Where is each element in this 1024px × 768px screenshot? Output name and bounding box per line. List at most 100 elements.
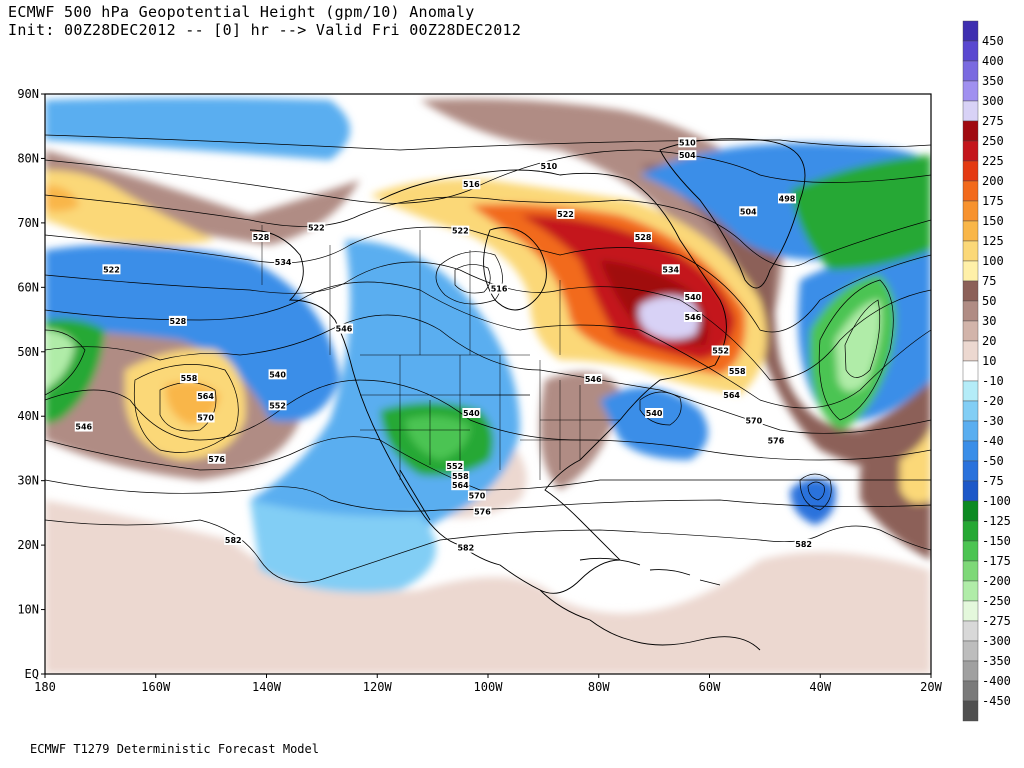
map-title: ECMWF 500 hPa Geopotential Height (gpm/1… (8, 3, 475, 21)
colorbar: 450 400 350 300 275 250 225 200 175 150 125 100 75 50… (962, 20, 1011, 722)
contour-label: 516 (462, 179, 481, 190)
contour-label: 576 (207, 453, 226, 464)
svg-text:582: 582 (225, 536, 242, 545)
colorbar-label: 275 (982, 114, 1004, 128)
svg-text:570: 570 (745, 417, 762, 426)
contour-label: 540 (645, 408, 664, 418)
shading-west-us-light-blue (250, 500, 436, 593)
colorbar-swatch (962, 200, 979, 222)
svg-text:522: 522 (308, 223, 325, 232)
colorbar-swatch (962, 560, 979, 582)
lon-label: 120W (363, 680, 393, 694)
svg-text:522: 522 (452, 227, 469, 236)
svg-text:540: 540 (463, 409, 480, 418)
contour-label: 558 (728, 366, 747, 377)
svg-text:528: 528 (170, 317, 187, 326)
svg-text:570: 570 (469, 491, 486, 500)
shading-north-pacific-blue (45, 244, 340, 422)
contour-label: 564 (722, 389, 741, 400)
colorbar-swatch (962, 680, 979, 702)
contour-label: 546 (683, 311, 702, 322)
contour-label: 552 (445, 460, 464, 471)
colorbar-label: 250 (982, 134, 1004, 148)
colorbar-label: -40 (982, 434, 1004, 448)
anomaly-shading (45, 94, 931, 674)
contour-pacific-high (134, 364, 239, 453)
contour-label: 510 (539, 161, 558, 172)
contour-label: 528 (634, 232, 653, 243)
contour-label: 522 (451, 225, 470, 236)
coast-west-north-america (349, 359, 541, 591)
coast-caribbean-islands (579, 557, 721, 586)
contour-label: 534 (661, 264, 680, 275)
shading-labrador-lavender (638, 296, 699, 340)
colorbar-swatch (962, 500, 979, 522)
colorbar-swatch (962, 540, 979, 562)
colorbar-label: 125 (982, 234, 1004, 248)
contour-label: 570 (196, 412, 215, 423)
lat-label: 90N (17, 87, 39, 101)
coast-gulf-east-us (539, 364, 716, 594)
svg-text:540: 540 (269, 370, 286, 379)
contour-label: 564 (451, 480, 470, 491)
lon-label: 160W (141, 680, 171, 694)
shading-sw-us-green-core (405, 416, 470, 460)
shading-atlantic-green-core (835, 300, 881, 392)
colorbar-label: -10 (982, 374, 1004, 388)
svg-text:516: 516 (491, 285, 508, 294)
colorbar-label: -30 (982, 414, 1004, 428)
colorbar-swatch (962, 40, 979, 62)
contour-label: 528 (168, 315, 187, 326)
coast-canadian-arctic (379, 169, 727, 366)
colorbar-swatch (962, 240, 979, 262)
colorbar-swatch (962, 700, 979, 722)
lon-label: 100W (474, 680, 504, 694)
svg-text:510: 510 (679, 138, 696, 147)
colorbar-label: 225 (982, 154, 1004, 168)
lat-label: 50N (17, 345, 39, 359)
svg-text:504: 504 (679, 151, 696, 160)
lat-label: 10N (17, 603, 39, 617)
svg-text:564: 564 (197, 392, 214, 401)
svg-text:564: 564 (452, 481, 469, 490)
contour-label: 570 (467, 490, 486, 501)
contour-atlantic-low-inner (807, 481, 825, 501)
svg-text:540: 540 (646, 409, 663, 418)
contour-label: 522 (102, 264, 121, 275)
colorbar-swatch (962, 620, 979, 642)
contour-label: 582 (794, 538, 813, 549)
colorbar-label: 20 (982, 334, 996, 348)
contour-atlantic-trough (818, 279, 894, 421)
colorbar-swatch (962, 340, 979, 362)
plot-frame: 90N 80N 70N 60N 50N 40N 30N 20N 10N EQ 180 160W 140… (17, 87, 942, 694)
contour-east-coast-low (639, 391, 682, 426)
colorbar-label: 150 (982, 214, 1004, 228)
contour-label: 570 (744, 415, 763, 426)
coast-hudson-bay (483, 227, 547, 311)
contour-label: 558 (179, 373, 198, 384)
svg-text:546: 546 (585, 375, 602, 384)
contour-atlantic-low (799, 473, 832, 511)
colorbar-swatch (962, 160, 979, 182)
svg-text:516: 516 (463, 180, 480, 189)
lon-label: 80W (588, 680, 610, 694)
coastlines (249, 138, 806, 651)
colorbar-label: -400 (982, 674, 1011, 688)
contour-label: 510 (678, 137, 697, 148)
contour-low-hudson (435, 251, 503, 305)
contour-label: 552 (268, 400, 287, 411)
svg-text:576: 576 (208, 455, 225, 464)
shading-aleutian-orange (45, 185, 80, 212)
colorbar-label: -50 (982, 454, 1004, 468)
svg-text:558: 558 (729, 367, 746, 376)
coast-baja (399, 469, 431, 521)
map-subtitle-init-valid: Init: 00Z28DEC2012 -- [0] hr --> Valid F… (8, 21, 522, 39)
shading-pacific-green-core (45, 330, 75, 390)
grid-lines (261, 225, 620, 480)
contour-label: 522 (307, 222, 326, 233)
colorbar-label: 450 (982, 34, 1004, 48)
lat-label: 20N (17, 538, 39, 552)
longitude-ticks: 180 160W 140W 120W 100W 80W 60W 40W 20W (34, 674, 943, 694)
lat-label: 80N (17, 151, 39, 165)
